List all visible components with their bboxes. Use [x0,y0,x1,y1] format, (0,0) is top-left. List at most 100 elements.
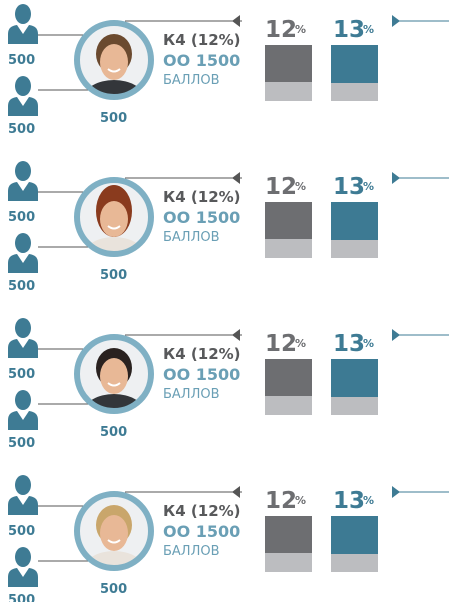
user-points: 500 [8,436,35,451]
level: К4 (12%) [163,345,241,363]
left-value: 12 [265,174,297,200]
gray-block-base [265,239,312,258]
level: К4 (12%) [163,502,241,520]
user-head [15,390,31,410]
score: ОО 1500 [163,365,240,384]
avatar [78,338,150,430]
level: К4 (12%) [163,31,241,49]
gray-block [265,202,312,239]
avatar-points: 500 [100,268,127,283]
avatar [78,495,150,587]
avatar-face [100,44,128,80]
arrow-right [392,486,400,498]
score-unit: БАЛЛОВ [163,73,220,88]
blue-block-base [331,240,378,258]
blue-block [331,359,378,397]
left-unit: % [295,494,306,507]
arrow-left [232,486,240,498]
user-body [8,496,38,515]
blue-block [331,45,378,83]
user-body [8,25,38,44]
score-unit: БАЛЛОВ [163,387,220,402]
avatar-points: 500 [100,582,127,597]
avatar [78,181,150,273]
arrow-right [392,172,400,184]
right-value: 13 [333,17,365,43]
user-body [8,411,38,430]
user-icon [8,318,38,358]
user-body [8,182,38,201]
user-body [8,339,38,358]
user-head [15,233,31,253]
arrow-right [392,15,400,27]
avatar [78,24,150,116]
blue-block-base [331,83,378,101]
avatar-face [100,515,128,551]
gray-block [265,45,312,82]
left-unit: % [295,180,306,193]
user-head [15,161,31,181]
right-value: 13 [333,488,365,514]
user-icon [8,76,38,116]
avatar-face [100,201,128,237]
user-head [15,4,31,24]
user-head [15,475,31,495]
user-body [8,254,38,273]
blue-block-base [331,397,378,415]
user-head [15,318,31,338]
avatar-points: 500 [100,111,127,126]
user-points: 500 [8,210,35,225]
user-icon [8,547,38,587]
user-head [15,547,31,567]
score: ОО 1500 [163,522,240,541]
gray-block-base [265,553,312,572]
gray-block [265,359,312,396]
level: К4 (12%) [163,188,241,206]
left-value: 12 [265,331,297,357]
user-icon [8,390,38,430]
user-body [8,97,38,116]
avatar-face [100,358,128,394]
right-value: 13 [333,331,365,357]
right-unit: % [363,337,374,350]
left-unit: % [295,23,306,36]
score: ОО 1500 [163,208,240,227]
right-value: 13 [333,174,365,200]
right-unit: % [363,23,374,36]
user-head [15,76,31,96]
user-points: 500 [8,53,35,68]
left-unit: % [295,337,306,350]
right-unit: % [363,180,374,193]
user-icon [8,475,38,515]
arrow-left [232,15,240,27]
blue-block [331,516,378,554]
user-points: 500 [8,279,35,294]
gray-block-base [265,82,312,101]
right-unit: % [363,494,374,507]
score-unit: БАЛЛОВ [163,230,220,245]
left-value: 12 [265,488,297,514]
score-unit: БАЛЛОВ [163,544,220,559]
user-icon [8,161,38,201]
infographic: 500500500К4 (12%)ОО 1500БАЛЛОВ12%13%5005… [0,0,449,602]
score: ОО 1500 [163,51,240,70]
arrow-right [392,329,400,341]
blue-block [331,202,378,240]
arrow-left [232,172,240,184]
user-points: 500 [8,524,35,539]
user-points: 500 [8,367,35,382]
user-points: 500 [8,122,35,137]
user-points: 500 [8,593,35,602]
user-icon [8,233,38,273]
gray-block [265,516,312,553]
left-value: 12 [265,17,297,43]
avatar-points: 500 [100,425,127,440]
user-icon [8,4,38,44]
gray-block-base [265,396,312,415]
blue-block-base [331,554,378,572]
arrow-left [232,329,240,341]
row: 500500500К4 (12%)ОО 1500БАЛЛОВ12%13% [8,475,449,602]
